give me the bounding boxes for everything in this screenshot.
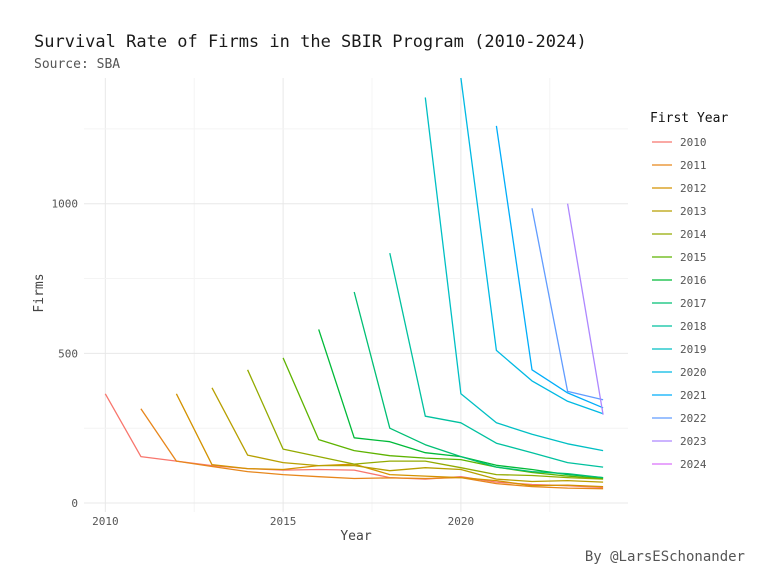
series-line-2018 (389, 252, 604, 468)
legend-label-2016: 2016 (680, 274, 707, 287)
legend-label-2015: 2015 (680, 251, 707, 264)
series-line-2021 (495, 125, 604, 409)
series-line-2010 (104, 393, 604, 489)
x-tick-label: 2020 (448, 515, 475, 528)
series-line-2015 (282, 357, 604, 480)
series-line-2022 (531, 208, 604, 401)
y-tick-label: 500 (58, 347, 78, 360)
x-axis-title: Year (340, 529, 371, 544)
legend-label-2018: 2018 (680, 320, 707, 333)
chart-title: Survival Rate of Firms in the SBIR Progr… (34, 32, 587, 52)
x-tick-label: 2010 (92, 515, 119, 528)
series-line-2023 (566, 203, 604, 415)
legend-label-2022: 2022 (680, 412, 707, 425)
series-line-2020 (460, 77, 604, 415)
series-line-2011 (140, 408, 604, 490)
legend-label-2010: 2010 (680, 136, 707, 149)
series-line-2019 (424, 97, 604, 452)
y-axis-ticks: 0 500 1000 (52, 198, 79, 510)
legend-label-2024: 2024 (680, 458, 707, 471)
legend-title: First Year (650, 111, 728, 126)
legend-label-2013: 2013 (680, 205, 707, 218)
y-tick-label: 1000 (52, 198, 79, 211)
y-axis-title: Firms (32, 273, 47, 312)
y-tick-label: 0 (71, 497, 78, 510)
series-line-2013 (211, 387, 604, 483)
legend-label-2021: 2021 (680, 389, 707, 402)
series-line-2012 (175, 393, 604, 488)
series-line-2017 (353, 291, 604, 479)
x-axis-ticks: 2010 2015 2020 (92, 515, 474, 528)
legend-label-2017: 2017 (680, 297, 707, 310)
legend-label-2023: 2023 (680, 435, 707, 448)
series-line-2014 (247, 369, 604, 480)
legend-label-2014: 2014 (680, 228, 707, 241)
gridlines (84, 78, 628, 512)
legend-label-2011: 2011 (680, 159, 707, 172)
legend-label-2020: 2020 (680, 366, 707, 379)
series-lines (104, 77, 604, 490)
chart-subtitle: Source: SBA (34, 57, 120, 72)
legend-label-2019: 2019 (680, 343, 707, 356)
x-tick-label: 2015 (270, 515, 297, 528)
legend: 2010 2011 2012 2013 2014 2015 2016 2017 2018 2019… (652, 136, 707, 471)
chart-caption: By @LarsESchonander (585, 549, 745, 565)
legend-label-2012: 2012 (680, 182, 707, 195)
